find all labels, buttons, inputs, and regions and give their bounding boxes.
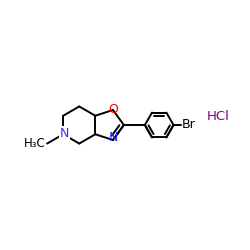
Text: HCl: HCl (206, 110, 230, 123)
Text: N: N (108, 131, 118, 144)
Text: Br: Br (182, 118, 195, 132)
Text: H₃C: H₃C (24, 137, 46, 150)
Text: O: O (108, 104, 118, 117)
Text: N: N (60, 126, 69, 140)
